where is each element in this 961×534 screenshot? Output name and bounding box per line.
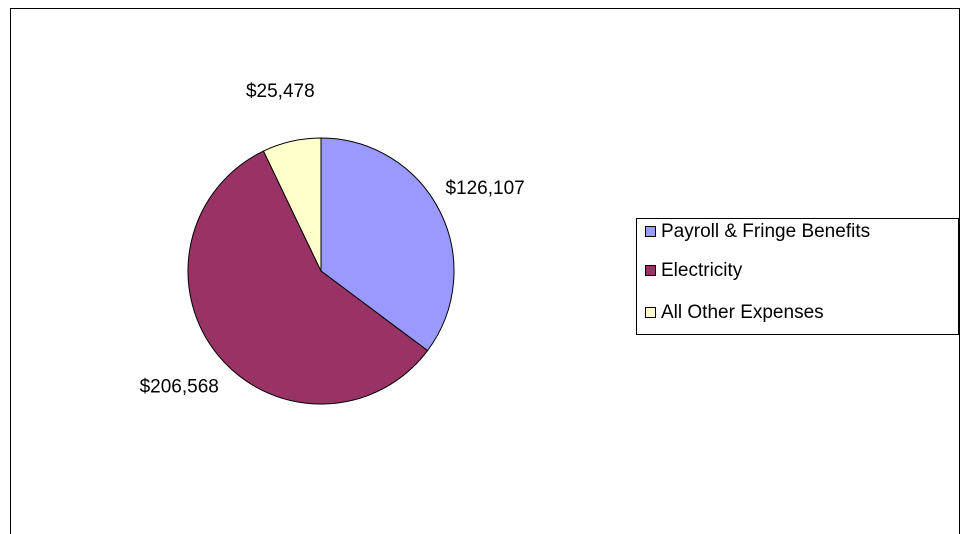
legend-swatch (645, 226, 656, 237)
data-label: $206,568 (140, 377, 219, 398)
data-label: $126,107 (445, 178, 524, 199)
legend-label: All Other Expenses (661, 302, 824, 323)
pie-slice (320, 137, 455, 352)
legend-swatch (645, 265, 656, 276)
legend-label: Electricity (661, 260, 743, 281)
legend-label: Payroll & Fringe Benefits (661, 221, 870, 242)
data-label: $25,478 (246, 81, 315, 102)
legend-box (636, 218, 959, 335)
pie-slice (262, 137, 322, 272)
legend-swatch (645, 307, 656, 318)
pie-slice (187, 150, 429, 405)
